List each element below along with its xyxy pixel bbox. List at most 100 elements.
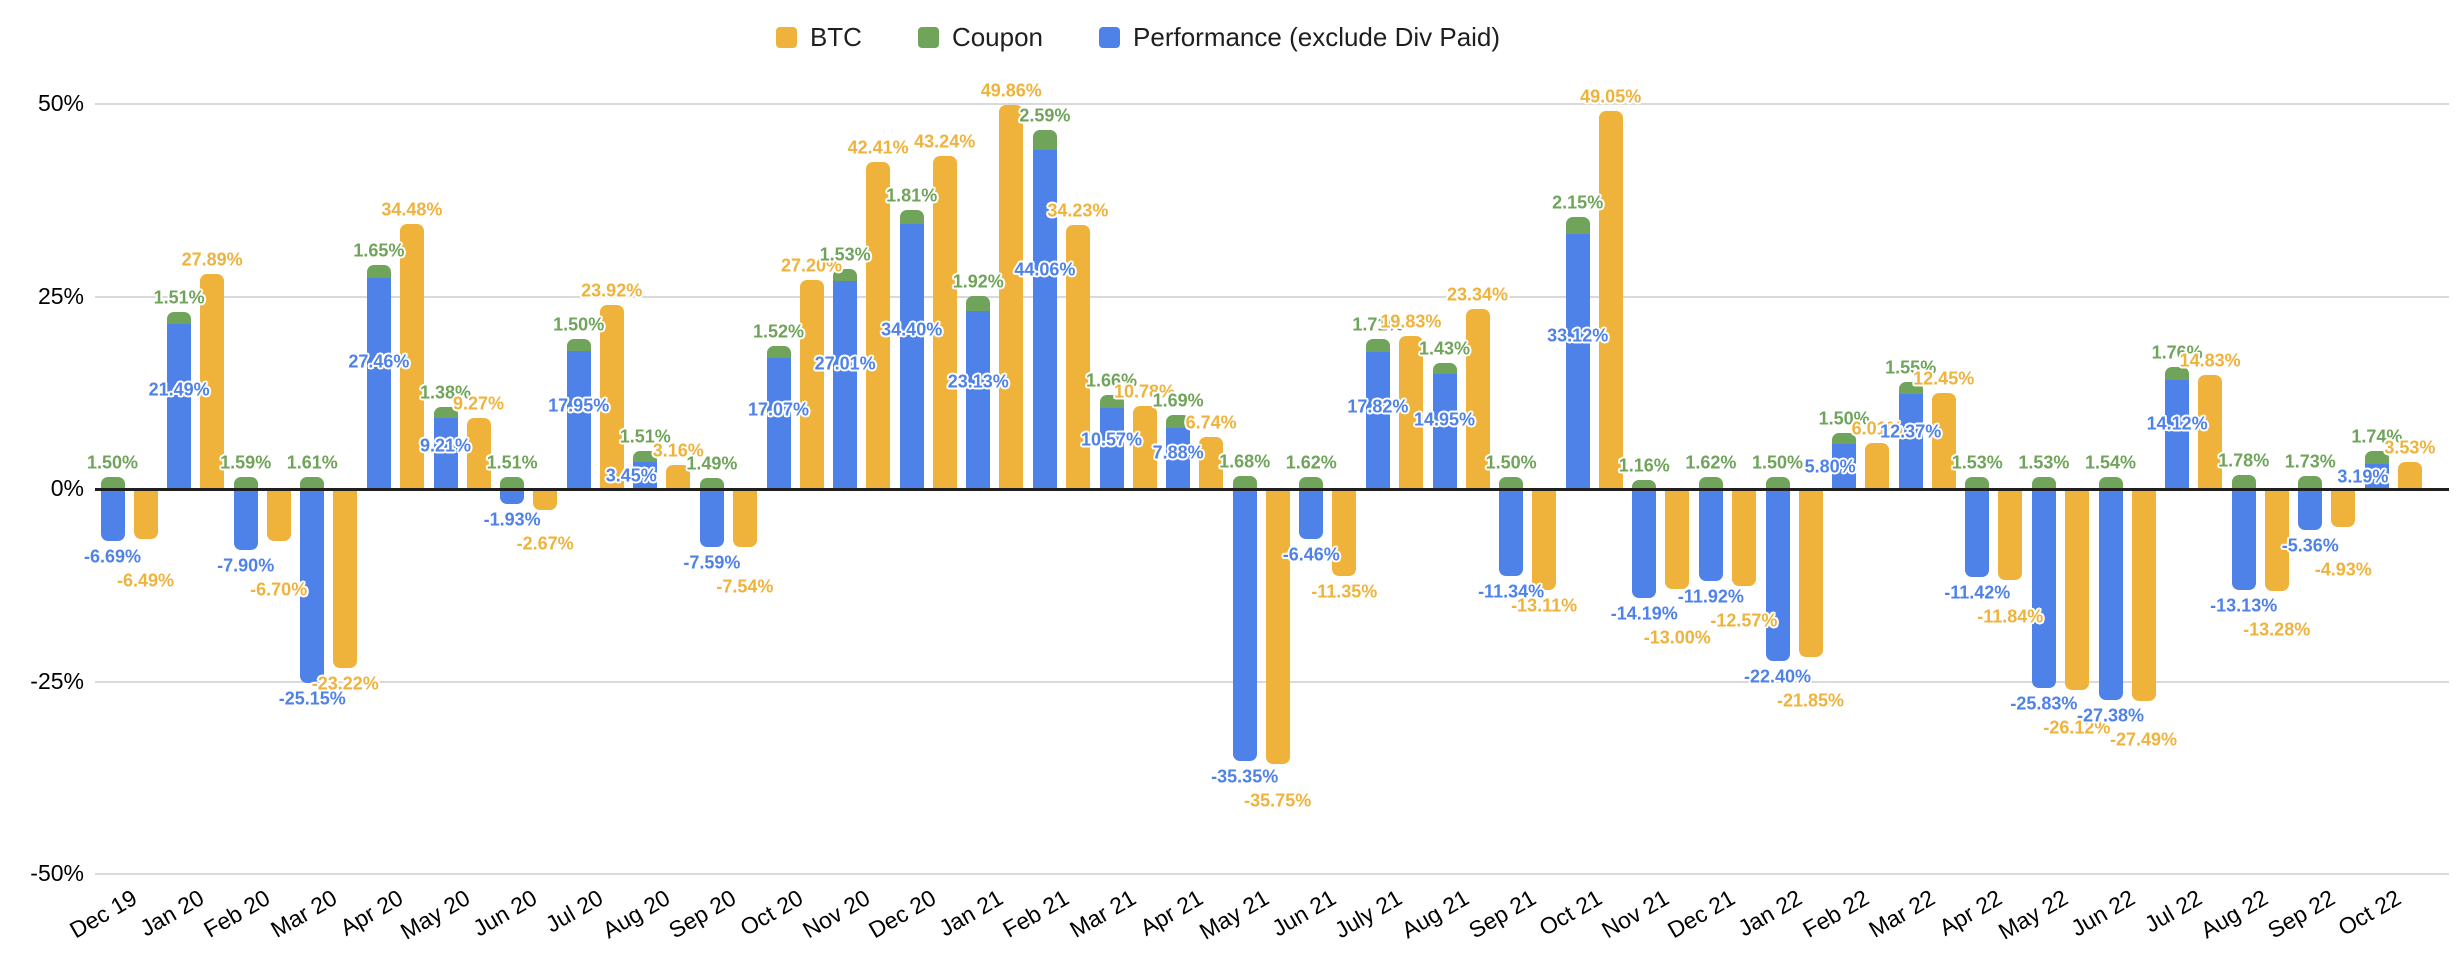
btc-bar-dec-21[interactable] [1731,489,1756,586]
coupon-bar-jan-22[interactable] [1765,477,1790,489]
btc-bar-jun-22[interactable] [2131,489,2156,701]
coupon-bar-sep-20[interactable] [699,477,724,489]
coupon-bar-may-21[interactable] [1232,476,1257,489]
performance-bar-dec-19[interactable] [100,489,125,541]
btc-bar-apr-20[interactable] [399,223,424,489]
btc-bar-oct-21[interactable] [1598,111,1623,489]
coupon-bar-oct-22[interactable] [2364,451,2389,465]
coupon-bar-aug-20[interactable] [633,450,658,463]
btc-bar-mar-22[interactable] [1931,393,1956,489]
btc-bar-sep-22[interactable] [2331,489,2356,527]
btc-bar-jan-21[interactable] [999,105,1024,489]
coupon-bar-mar-22[interactable] [1898,381,1923,394]
btc-bar-feb-22[interactable] [1865,442,1890,489]
coupon-bar-mar-21[interactable] [1099,394,1124,408]
coupon-bar-nov-21[interactable] [1632,480,1657,489]
performance-bar-dec-21[interactable] [1698,489,1723,581]
performance-bar-oct-21[interactable] [1565,233,1590,489]
coupon-bar-jun-20[interactable] [500,477,525,489]
performance-bar-feb-21[interactable] [1032,149,1057,489]
btc-bar-jan-22[interactable] [1798,489,1823,658]
coupon-bar-mar-20[interactable] [300,476,325,489]
performance-bar-apr-22[interactable] [1965,489,1990,577]
coupon-bar-jan-21[interactable] [966,296,991,311]
btc-bar-may-21[interactable] [1265,489,1290,765]
performance-bar-dec-20[interactable] [899,224,924,489]
coupon-bar-dec-20[interactable] [899,210,924,225]
coupon-bar-feb-21[interactable] [1032,129,1057,150]
btc-bar-feb-20[interactable] [266,489,291,541]
performance-bar-feb-20[interactable] [233,489,258,550]
performance-bar-aug-20[interactable] [633,462,658,489]
coupon-bar-oct-20[interactable] [766,345,791,358]
btc-bar-mar-21[interactable] [1132,405,1157,489]
coupon-bar-dec-19[interactable] [100,477,125,489]
performance-bar-apr-20[interactable] [366,277,391,489]
btc-bar-sep-20[interactable] [732,489,757,548]
performance-bar-may-20[interactable] [433,418,458,489]
coupon-bar-aug-22[interactable] [2231,475,2256,489]
coupon-bar-sep-21[interactable] [1499,477,1524,489]
btc-bar-aug-20[interactable] [666,464,691,489]
performance-bar-jun-21[interactable] [1299,489,1324,539]
performance-bar-nov-20[interactable] [833,281,858,489]
btc-bar-nov-21[interactable] [1665,489,1690,590]
coupon-bar-may-22[interactable] [2031,477,2056,489]
performance-bar-sep-22[interactable] [2298,489,2323,531]
btc-bar-dec-20[interactable] [932,156,957,489]
btc-bar-jun-21[interactable] [1332,489,1357,577]
coupon-bar-jul-20[interactable] [566,339,591,351]
coupon-bar-apr-21[interactable] [1166,415,1191,429]
performance-bar-jun-20[interactable] [500,489,525,504]
btc-bar-may-22[interactable] [2064,489,2089,691]
performance-bar-july-21[interactable] [1365,351,1390,489]
performance-bar-may-21[interactable] [1232,489,1257,762]
btc-bar-jul-22[interactable] [2198,374,2223,489]
btc-bar-may-20[interactable] [466,417,491,489]
performance-bar-aug-21[interactable] [1432,373,1457,489]
coupon-bar-aug-21[interactable] [1432,362,1457,374]
performance-bar-feb-22[interactable] [1832,444,1857,489]
btc-bar-oct-22[interactable] [2397,461,2422,489]
coupon-bar-jan-20[interactable] [167,311,192,324]
performance-bar-jul-22[interactable] [2165,380,2190,489]
coupon-bar-jun-21[interactable] [1299,476,1324,489]
btc-bar-apr-21[interactable] [1199,437,1224,489]
performance-bar-mar-20[interactable] [300,489,325,683]
performance-bar-apr-21[interactable] [1166,428,1191,489]
performance-bar-sep-21[interactable] [1499,489,1524,577]
btc-bar-jan-20[interactable] [200,274,225,489]
btc-bar-july-21[interactable] [1398,336,1423,489]
performance-bar-jan-22[interactable] [1765,489,1790,662]
performance-bar-nov-21[interactable] [1632,489,1657,599]
coupon-bar-jul-22[interactable] [2165,366,2190,381]
coupon-bar-july-21[interactable] [1365,338,1390,352]
legend-item-btc[interactable]: BTC [775,22,862,53]
legend-item-coupon[interactable]: Coupon [917,22,1043,53]
coupon-bar-feb-22[interactable] [1832,432,1857,445]
btc-bar-apr-22[interactable] [1998,489,2023,581]
btc-bar-oct-20[interactable] [799,279,824,489]
legend-item-performance[interactable]: Performance (exclude Div Paid) [1099,22,1500,53]
coupon-bar-jun-22[interactable] [2098,477,2123,489]
performance-bar-sep-20[interactable] [699,489,724,548]
performance-bar-mar-22[interactable] [1898,393,1923,489]
coupon-bar-feb-20[interactable] [233,476,258,489]
btc-bar-sep-21[interactable] [1532,489,1557,590]
btc-bar-jul-20[interactable] [599,304,624,489]
btc-bar-mar-20[interactable] [333,489,358,668]
performance-bar-mar-21[interactable] [1099,407,1124,489]
coupon-bar-sep-22[interactable] [2298,475,2323,489]
coupon-bar-dec-21[interactable] [1698,476,1723,489]
performance-bar-jun-22[interactable] [2098,489,2123,700]
performance-bar-jan-20[interactable] [167,323,192,489]
btc-bar-jun-20[interactable] [533,489,558,510]
btc-bar-nov-20[interactable] [866,162,891,489]
performance-bar-jan-21[interactable] [966,310,991,489]
performance-bar-jul-20[interactable] [566,350,591,489]
performance-bar-may-22[interactable] [2031,489,2056,688]
btc-bar-dec-19[interactable] [133,489,158,539]
coupon-bar-apr-22[interactable] [1965,477,1990,489]
btc-bar-feb-21[interactable] [1065,225,1090,489]
coupon-bar-oct-21[interactable] [1565,217,1590,234]
